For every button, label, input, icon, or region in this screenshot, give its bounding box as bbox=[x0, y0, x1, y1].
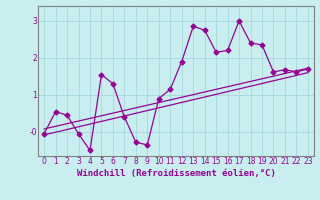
X-axis label: Windchill (Refroidissement éolien,°C): Windchill (Refroidissement éolien,°C) bbox=[76, 169, 276, 178]
